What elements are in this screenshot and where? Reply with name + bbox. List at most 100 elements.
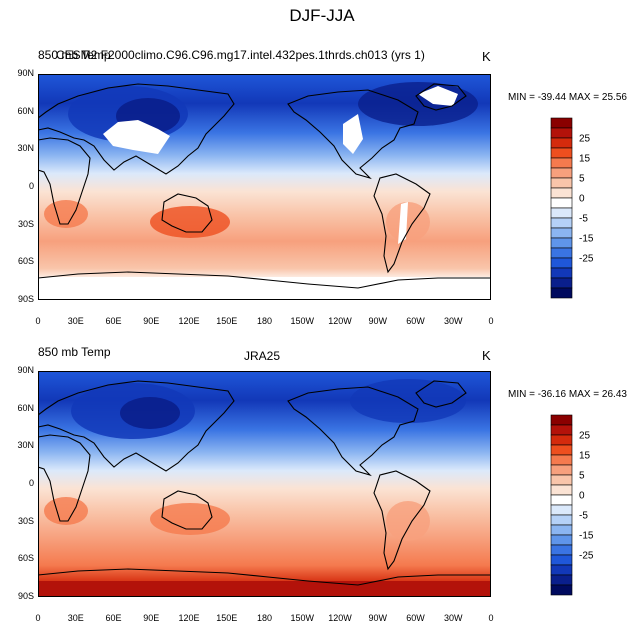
panel2-unit-label: K bbox=[482, 348, 491, 363]
panel2-colorbar-tick-label: 0 bbox=[579, 491, 585, 502]
panel1-colorbar-swatch bbox=[550, 157, 573, 169]
panel2-lon-tick-label: 30W bbox=[443, 613, 463, 623]
panel2-colorbar-tick-label: 25 bbox=[579, 431, 591, 442]
panel1-colorbar-swatch bbox=[550, 127, 573, 139]
panel1-colorbar-swatch bbox=[550, 247, 573, 259]
panel2-colorbar-swatch bbox=[550, 584, 573, 596]
panel2-colorbar-tick-label: -5 bbox=[579, 511, 588, 522]
panel2-colorbar-swatch bbox=[550, 534, 573, 546]
map-panel-model bbox=[38, 74, 491, 300]
model-warm-australia bbox=[150, 206, 230, 238]
panel2-colorbar-swatch bbox=[550, 464, 573, 476]
panel2-lon-tick-label: 0 bbox=[488, 613, 494, 623]
panel1-colorbar-swatch bbox=[550, 227, 573, 239]
panel2-colorbar-swatch bbox=[550, 434, 573, 446]
panel2-lon-tick-label: 150E bbox=[216, 613, 238, 623]
panel1-colorbar-swatch bbox=[550, 197, 573, 209]
panel2-lon-tick-label: 180 bbox=[256, 613, 273, 623]
panel2-colorbar-swatch bbox=[550, 544, 573, 556]
coast-south-america bbox=[373, 470, 431, 571]
panel1-colorbar-swatch bbox=[550, 167, 573, 179]
panel2-colorbar-swatch bbox=[550, 504, 573, 516]
panel1-colorbar-swatch bbox=[550, 277, 573, 289]
coast-north-america bbox=[287, 89, 419, 180]
panel2-colorbar-swatch bbox=[550, 414, 573, 426]
panel1-lat-tick-label: 90S bbox=[17, 294, 34, 304]
panel1-colorbar: 25 15 5 0 -5 -15 -25 bbox=[550, 117, 594, 299]
coast-north-america bbox=[287, 386, 419, 477]
coast-greenland bbox=[415, 380, 467, 408]
panel1-lon-tick-label: 150W bbox=[290, 316, 314, 326]
panel2-lon-tick-label: 90W bbox=[368, 613, 387, 623]
panel2-colorbar-swatch bbox=[550, 484, 573, 496]
map-panel-jra25 bbox=[38, 371, 491, 597]
panel2-lat-tick-label: 60N bbox=[17, 402, 34, 413]
model-missing-greenland bbox=[418, 86, 458, 106]
panel2-colorbar-tick-label: -25 bbox=[579, 551, 594, 562]
panel1-colorbar-swatch bbox=[550, 147, 573, 159]
panel2-lon-tick-label: 90E bbox=[143, 613, 160, 623]
panel2-colorbar-tick-label: 5 bbox=[579, 471, 585, 482]
panel1-colorbar-swatch bbox=[550, 217, 573, 229]
panel1-colorbar-tick-label: 25 bbox=[579, 134, 591, 145]
model-missing-antarctica bbox=[38, 277, 491, 300]
jra25-warm-australia bbox=[150, 503, 230, 535]
panel2-colorbar-swatch bbox=[550, 424, 573, 436]
panel1-lon-tick-label: 60W bbox=[406, 316, 425, 326]
panel2-lat-tick-label: 0 bbox=[28, 478, 34, 488]
panel2-variable-label: 850 mb Temp bbox=[38, 345, 111, 359]
panel2-colorbar-swatch bbox=[550, 444, 573, 456]
jra25-warm-south-america bbox=[386, 501, 430, 541]
panel2-lat-tick-label: 90S bbox=[17, 591, 34, 601]
panel2-lon-tick-label: 60W bbox=[406, 613, 425, 623]
coast-greenland bbox=[415, 83, 467, 111]
panel1-colorbar-swatch bbox=[550, 237, 573, 249]
coast-africa bbox=[38, 434, 91, 522]
panel1-lon-tick-label: 120W bbox=[328, 316, 352, 326]
panel1-lon-tick-label: 150E bbox=[216, 316, 238, 326]
panel1-lat-tick-label: 30S bbox=[17, 218, 34, 229]
panel1-colorbar-swatch bbox=[550, 177, 573, 189]
panel2-lat-tick-label: 30N bbox=[17, 440, 34, 451]
panel2-lon-tick-label: 120E bbox=[178, 613, 200, 623]
jra25-cold-canada bbox=[350, 379, 466, 423]
panel2-colorbar-tick-label: -15 bbox=[579, 531, 594, 542]
panel1-lat-tick-label: 60S bbox=[17, 256, 34, 267]
panel2-lon-tick-label: 30E bbox=[67, 613, 84, 623]
panel1-colorbar-tick-label: -25 bbox=[579, 254, 594, 265]
panel2-lon-tick-label: 150W bbox=[290, 613, 314, 623]
panel1-lon-tick-label: 0 bbox=[488, 316, 494, 326]
panel1-colorbar-swatch bbox=[550, 207, 573, 219]
panel1-lon-tick-label: 30W bbox=[443, 316, 463, 326]
coast-africa bbox=[38, 137, 91, 225]
coast-australia bbox=[161, 490, 213, 530]
panel1-colorbar-swatch bbox=[550, 267, 573, 279]
panel2-lat-tick-label: 60S bbox=[17, 553, 34, 564]
panel2-colorbar-swatch bbox=[550, 474, 573, 486]
panel2-colorbar-swatch bbox=[550, 574, 573, 586]
panel1-colorbar-tick-label: -5 bbox=[579, 214, 588, 225]
panel2-lon-tick-label: 60E bbox=[105, 613, 122, 623]
panel1-lon-tick-label: 0 bbox=[35, 316, 41, 326]
panel1-colorbar-tick-label: 15 bbox=[579, 154, 591, 165]
main-title: DJF-JJA bbox=[289, 6, 355, 25]
coast-antarctica bbox=[38, 568, 491, 586]
model-missing-andes bbox=[398, 202, 408, 244]
panel2-lon-tick-label: 0 bbox=[35, 613, 41, 623]
panel2-colorbar-swatch bbox=[550, 454, 573, 466]
panel1-colorbar-swatch bbox=[550, 137, 573, 149]
panel1-lon-tick-label: 120E bbox=[178, 316, 200, 326]
panel2-lat-tick-label: 30S bbox=[17, 515, 34, 526]
panel1-colorbar-tick-label: 0 bbox=[579, 194, 585, 205]
panel1-lon-tick-label: 90W bbox=[368, 316, 387, 326]
panel2-colorbar-swatch bbox=[550, 524, 573, 536]
panel2-colorbar-swatch bbox=[550, 564, 573, 576]
panel2-colorbar: 25 15 5 0 -5 -15 -25 bbox=[550, 414, 594, 596]
panel2-minmax: MIN = -36.16 MAX = 26.43 bbox=[508, 389, 627, 400]
panel1-lon-tick-label: 90E bbox=[143, 316, 160, 326]
jra25-cold-core-siberia bbox=[120, 397, 180, 429]
panel2-colorbar-swatch bbox=[550, 494, 573, 506]
model-missing-rockies bbox=[343, 114, 363, 154]
coast-antarctica bbox=[38, 271, 491, 289]
coast-eurasia bbox=[38, 83, 235, 175]
